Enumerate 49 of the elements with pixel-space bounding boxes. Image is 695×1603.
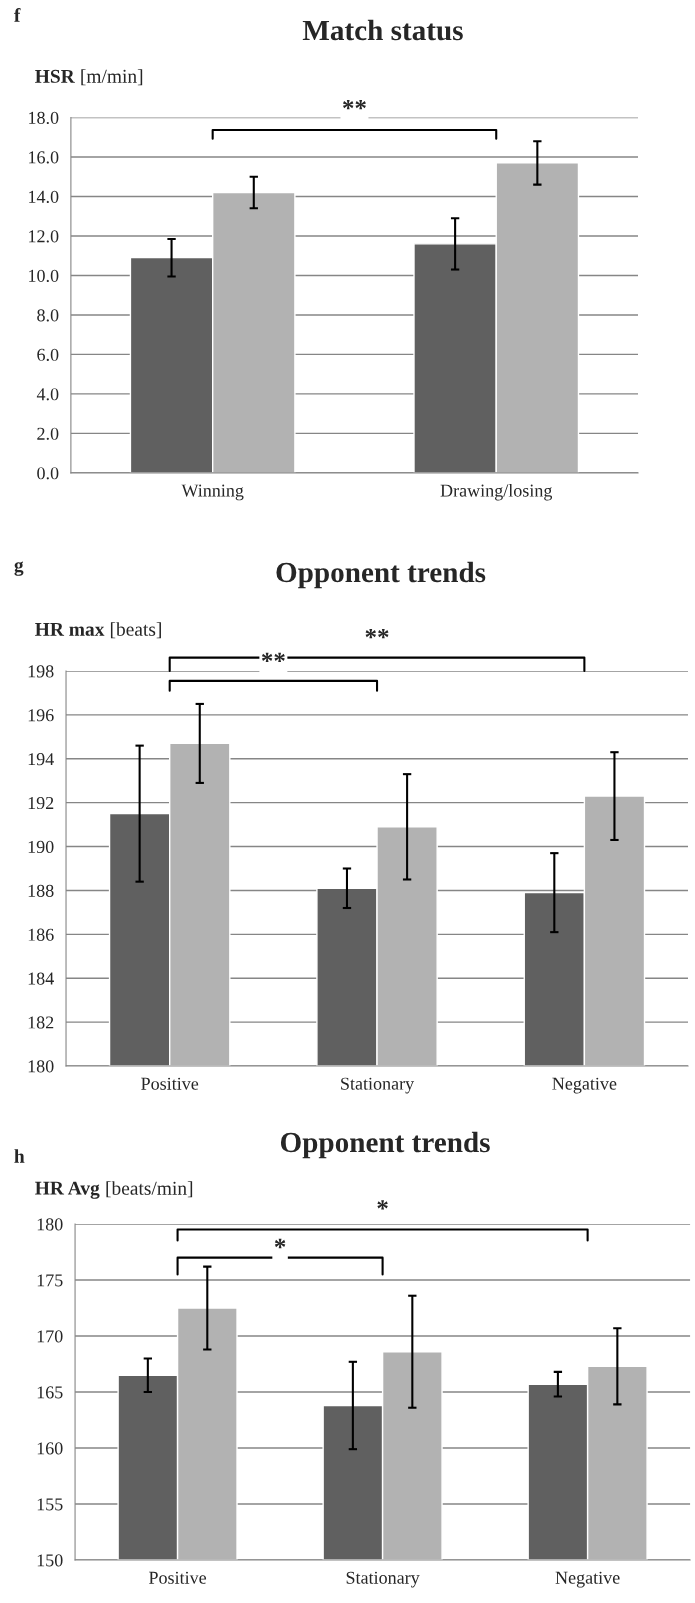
- y-tick-label: 4.0: [36, 388, 59, 401]
- y-tick-label: 170: [37, 1330, 63, 1343]
- y-tick-label: 150: [37, 1554, 63, 1567]
- y-tick-label: 190: [28, 840, 54, 853]
- y-tick-label: 188: [28, 884, 54, 897]
- text: f: [14, 7, 21, 22]
- y-axis-title: HR Avg [beats/min]: [35, 1181, 193, 1199]
- y-tick-label: 180: [28, 1060, 54, 1073]
- x-tick-label: Drawing/losing: [440, 484, 553, 501]
- x-tick-label: Stationary: [341, 1077, 415, 1094]
- text: *: [377, 1200, 388, 1210]
- x-tick-label: Positive: [141, 1077, 199, 1090]
- x-tick-label: Negative: [555, 1571, 620, 1588]
- y-tick-label: 180: [37, 1218, 63, 1231]
- y-tick-label: 182: [28, 1016, 54, 1029]
- text: **: [342, 99, 366, 110]
- y-tick-label: 8.0: [37, 309, 59, 322]
- y-tick-label: 2.0: [37, 427, 59, 440]
- text: h: [14, 1149, 25, 1163]
- y-tick-label: 194: [28, 753, 54, 766]
- x-tick-label: Negative: [552, 1077, 617, 1094]
- y-tick-label: 196: [28, 709, 54, 722]
- text: g: [14, 561, 24, 576]
- y-tick-label: 165: [37, 1386, 63, 1399]
- y-tick-label: 12.0: [29, 230, 59, 243]
- y-tick-label: 184: [28, 972, 54, 985]
- y-tick-label: 175: [37, 1274, 63, 1287]
- y-tick-label: 160: [37, 1442, 63, 1455]
- y-tick-label: 10.0: [29, 269, 59, 282]
- y-tick-label: 0.0: [37, 467, 59, 480]
- chart-title: Opponent trends: [276, 561, 486, 589]
- y-tick-label: 186: [28, 928, 54, 941]
- text: **: [365, 628, 389, 639]
- y-tick-label: 192: [28, 796, 54, 810]
- y-axis-title: HR max [beats]: [35, 622, 161, 639]
- chart-title: Match status: [302, 19, 463, 41]
- annotation: *: [274, 1238, 286, 1249]
- y-tick-label: 6.0: [37, 348, 59, 361]
- y-tick-label: 198: [28, 665, 54, 678]
- x-tick-label: Winning: [181, 484, 244, 501]
- x-tick-label: Stationary: [346, 1571, 420, 1588]
- text: **: [261, 652, 285, 663]
- y-axis-title: HSR [m/min]: [35, 69, 143, 86]
- chart-title: Opponent trends: [280, 1131, 490, 1159]
- x-tick-label: Positive: [149, 1571, 207, 1584]
- y-tick-label: 16.0: [29, 151, 59, 164]
- y-tick-label: 155: [37, 1498, 63, 1511]
- y-tick-label: 18.0: [29, 111, 59, 125]
- y-tick-label: 14.0: [29, 190, 59, 203]
